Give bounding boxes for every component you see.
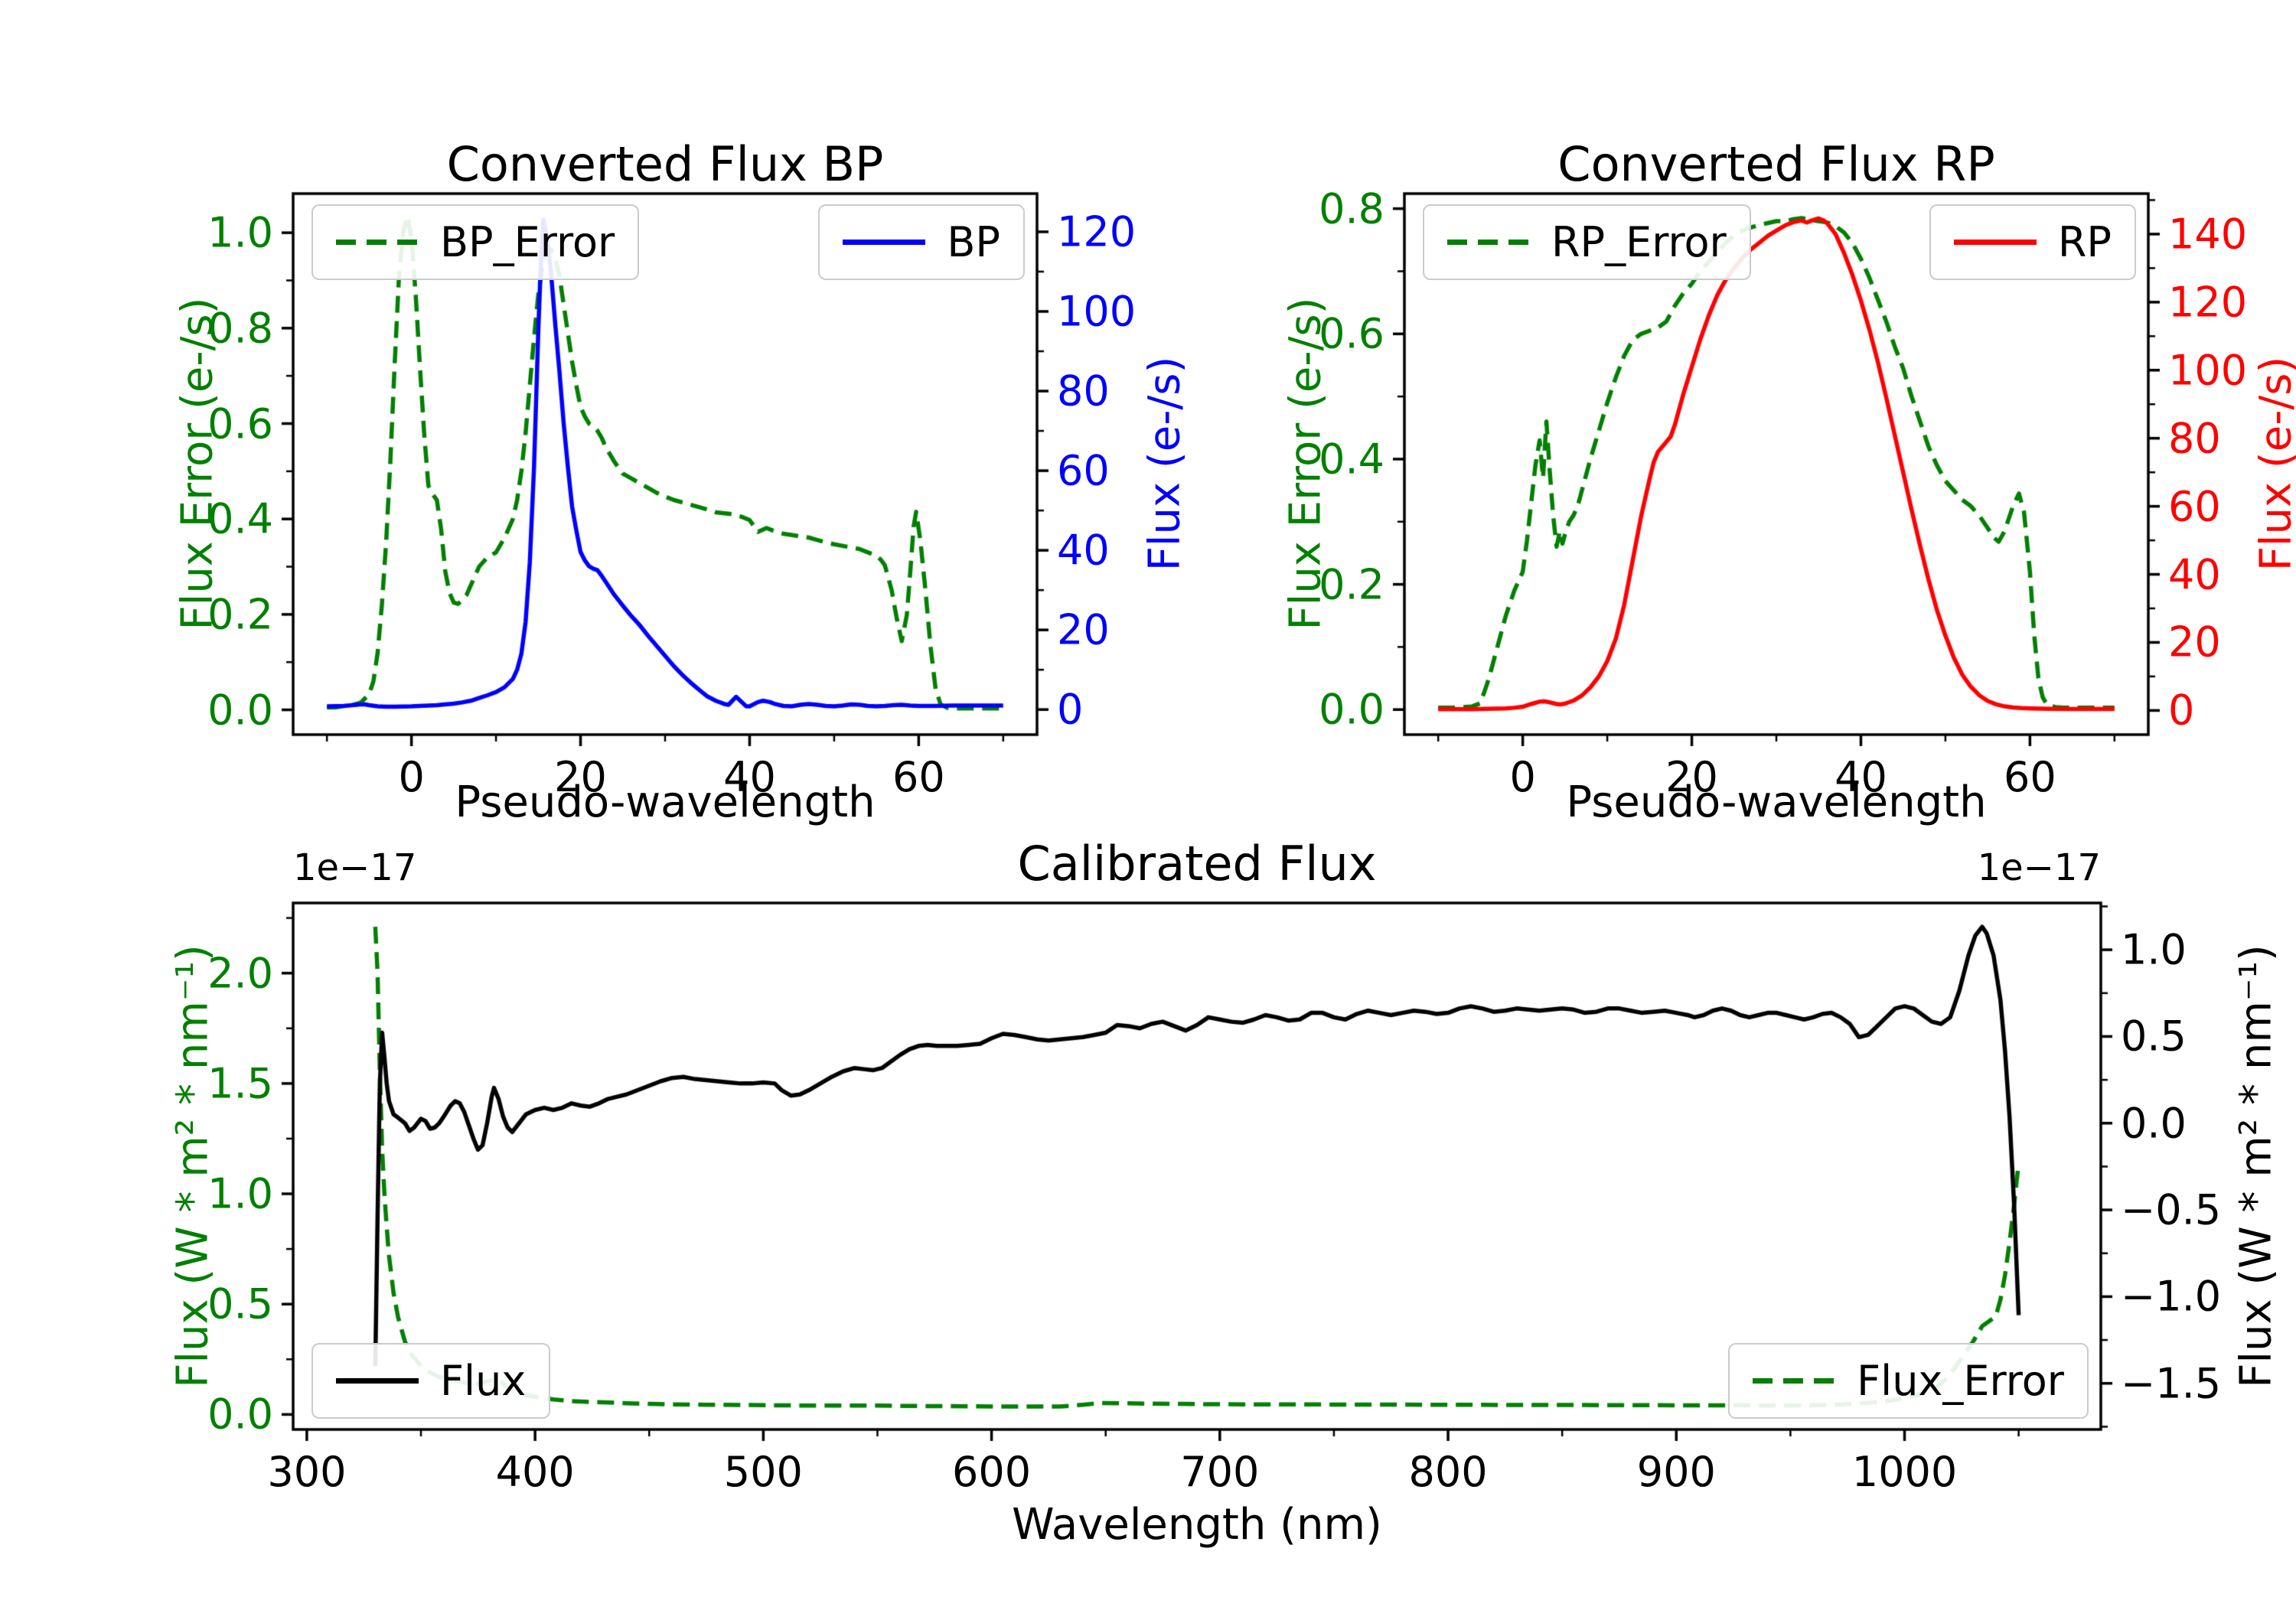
tick-label: 1.5 — [207, 1059, 273, 1108]
tick-label: 40 — [1057, 526, 1110, 575]
legend-label-flux: Flux — [440, 1356, 527, 1405]
tick-label: 120 — [2168, 278, 2248, 327]
rp-error-dashed-line-sample — [1447, 240, 1530, 246]
tick-label: 60 — [1057, 446, 1110, 495]
rp-solid-line-sample — [1953, 240, 2037, 246]
legend-flux-error: Flux_Error — [1728, 1342, 2089, 1419]
tick-label: 20 — [554, 753, 607, 801]
x-axis-label-bp: Pseudo-wavelength — [455, 777, 876, 827]
tick-label: 40 — [2168, 550, 2221, 599]
tick-label: 60 — [892, 753, 945, 801]
legend-bp: BP — [818, 204, 1025, 281]
tick-label: −1.5 — [2121, 1359, 2222, 1408]
y-axis-label-calibrated-right: Flux (W * m² * nm⁻¹) — [2231, 944, 2281, 1388]
flux-solid-line-sample — [336, 1377, 419, 1384]
legend-rp-error: RP_Error — [1423, 204, 1751, 281]
tick-label: −1.0 — [2121, 1272, 2222, 1321]
tick-label: 1000 — [1851, 1448, 1958, 1496]
y-axis-label-rp-right: Flux (e-/s) — [2251, 356, 2296, 572]
legend-label-rp: RP — [2057, 218, 2112, 266]
tick-label: 0 — [398, 753, 425, 801]
offset-text-left: 1e−17 — [293, 846, 417, 889]
tick-label: 0.8 — [207, 304, 273, 353]
tick-label: 0 — [1057, 685, 1084, 734]
tick-label: 0 — [2168, 686, 2195, 735]
tick-label: 0.0 — [2121, 1099, 2187, 1148]
tick-label: 0.8 — [1319, 184, 1384, 233]
tick-label: 20 — [1665, 753, 1718, 801]
legend-rp: RP — [1929, 204, 2136, 281]
tick-label: 100 — [2168, 346, 2248, 395]
tick-label: 0.4 — [207, 494, 273, 543]
chart-title-calibrated: Calibrated Flux — [1017, 836, 1377, 892]
tick-label: 100 — [1057, 287, 1137, 336]
tick-label: 60 — [2004, 753, 2056, 801]
flux-error-dashed-line-sample — [1753, 1377, 1836, 1384]
y-axis-label-bp-right: Flux (e-/s) — [1140, 356, 1190, 572]
tick-label: 20 — [1057, 605, 1110, 654]
tick-label: 0.5 — [207, 1279, 273, 1328]
tick-label: 800 — [1408, 1448, 1488, 1496]
tick-label: 0.4 — [1319, 435, 1384, 484]
tick-label: 1.0 — [207, 1169, 273, 1218]
tick-label: 700 — [1180, 1448, 1260, 1496]
tick-label: 140 — [2168, 210, 2248, 259]
legend-label-rp-error: RP_Error — [1551, 218, 1727, 266]
tick-label: 300 — [267, 1448, 347, 1496]
tick-label: 80 — [2168, 414, 2221, 463]
tick-label: 20 — [2168, 618, 2221, 667]
tick-label: 1.0 — [207, 208, 273, 257]
x-axis-label-rp: Pseudo-wavelength — [1566, 777, 1987, 827]
legend-bp-error: BP_Error — [311, 204, 640, 281]
tick-label: 1.0 — [2121, 925, 2187, 974]
tick-label: 0.0 — [1319, 685, 1384, 734]
tick-label: 600 — [952, 1448, 1032, 1496]
tick-label: 0.6 — [207, 399, 273, 448]
legend-label-bp: BP — [947, 218, 1000, 266]
legend-label-flux-error: Flux_Error — [1857, 1356, 2064, 1405]
tick-label: 120 — [1057, 207, 1137, 256]
tick-label: 2.0 — [207, 949, 273, 998]
tick-label: −0.5 — [2121, 1185, 2222, 1234]
tick-label: 0.0 — [207, 686, 273, 735]
bp-solid-line-sample — [843, 240, 926, 246]
tick-label: 0.2 — [1319, 560, 1384, 609]
tick-label: 0.6 — [1319, 309, 1384, 358]
tick-label: 40 — [723, 753, 776, 801]
tick-label: 0.5 — [2121, 1012, 2187, 1061]
tick-label: 0.0 — [207, 1390, 273, 1439]
legend-label-bp-error: BP_Error — [440, 218, 615, 266]
tick-label: 0.2 — [207, 590, 273, 639]
tick-label: 0 — [1509, 753, 1536, 801]
x-axis-label-calibrated: Wavelength (nm) — [1012, 1500, 1382, 1550]
bp-error-dashed-line-sample — [336, 240, 419, 246]
tick-label: 500 — [723, 1448, 803, 1496]
tick-label: 400 — [495, 1448, 575, 1496]
offset-text-right: 1e−17 — [1977, 846, 2101, 889]
tick-label: 40 — [1835, 753, 1887, 801]
tick-label: 60 — [2168, 482, 2221, 531]
legend-flux: Flux — [311, 1342, 551, 1419]
tick-label: 80 — [1057, 367, 1110, 416]
tick-label: 900 — [1636, 1448, 1716, 1496]
